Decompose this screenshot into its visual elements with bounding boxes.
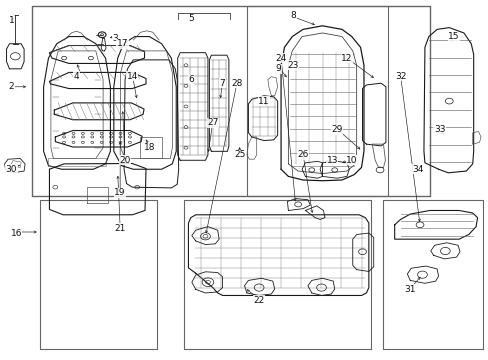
Text: 1: 1 (8, 16, 14, 25)
Text: 11: 11 (258, 96, 269, 105)
Text: 24: 24 (275, 54, 286, 63)
Text: 30: 30 (6, 165, 17, 174)
Text: 13: 13 (326, 156, 337, 165)
Text: 17: 17 (117, 39, 128, 48)
Text: 34: 34 (411, 165, 423, 174)
Text: 18: 18 (143, 143, 155, 152)
Text: 23: 23 (287, 61, 298, 70)
Text: 6: 6 (187, 75, 193, 84)
Text: 19: 19 (114, 188, 125, 197)
Text: 7: 7 (219, 79, 225, 88)
Text: 8: 8 (290, 10, 296, 19)
Text: 15: 15 (447, 32, 459, 41)
Text: 14: 14 (126, 72, 138, 81)
Text: 27: 27 (207, 118, 218, 127)
Text: 26: 26 (297, 150, 308, 159)
Text: 12: 12 (341, 54, 352, 63)
Text: 33: 33 (433, 125, 445, 134)
Text: 5: 5 (187, 14, 193, 23)
Text: 29: 29 (331, 125, 342, 134)
Text: 21: 21 (114, 224, 125, 233)
Text: 32: 32 (394, 72, 406, 81)
Text: 4: 4 (73, 72, 79, 81)
Text: 22: 22 (253, 296, 264, 305)
Text: 2: 2 (9, 82, 14, 91)
Text: 28: 28 (231, 79, 243, 88)
Text: 31: 31 (404, 285, 415, 294)
Text: 9: 9 (275, 64, 281, 73)
Text: 3: 3 (112, 34, 118, 43)
Text: 16: 16 (11, 229, 22, 238)
Text: 25: 25 (233, 150, 245, 159)
Text: 20: 20 (119, 156, 130, 165)
Text: 10: 10 (346, 156, 357, 165)
